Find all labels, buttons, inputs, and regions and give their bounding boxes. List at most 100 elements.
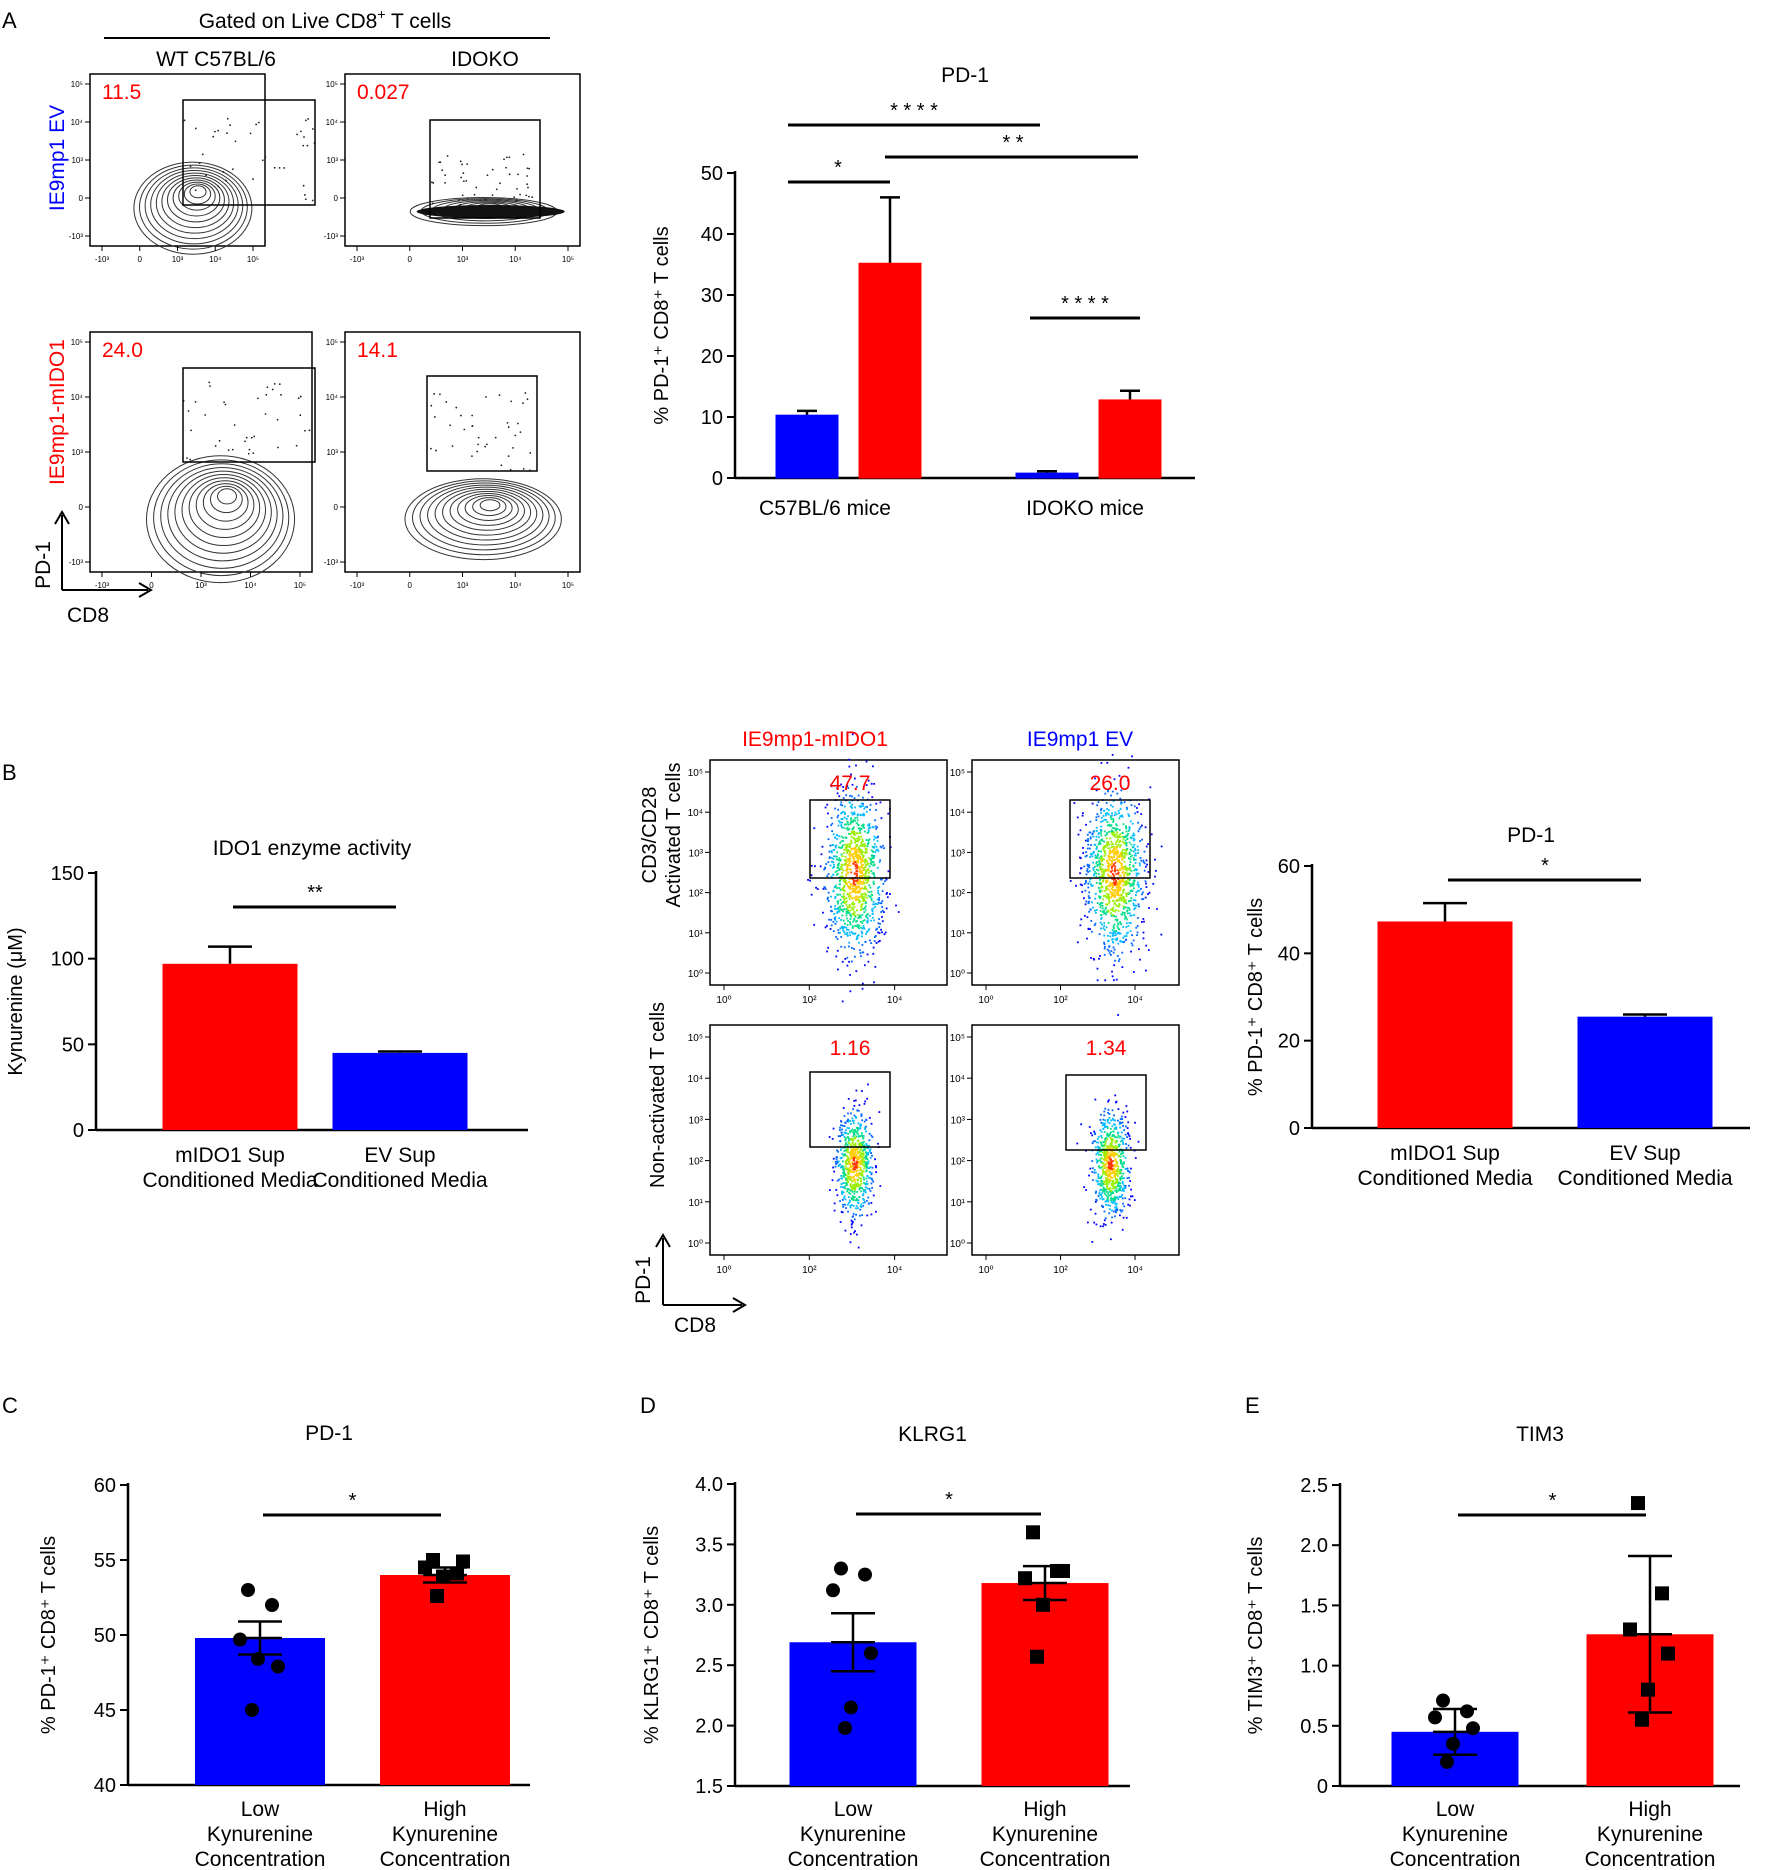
event-dot bbox=[1107, 865, 1110, 867]
event-dot bbox=[847, 911, 849, 914]
event-dot bbox=[1111, 1192, 1113, 1195]
event-dot bbox=[1105, 814, 1107, 817]
data-point-circle bbox=[233, 1632, 247, 1647]
y-tick-label: 20 bbox=[1278, 1031, 1300, 1053]
event-dot bbox=[856, 1161, 859, 1164]
event-dot bbox=[1114, 1203, 1117, 1206]
event-dot bbox=[1097, 1160, 1100, 1162]
event-dot bbox=[303, 136, 305, 138]
event-dot bbox=[845, 1178, 847, 1181]
tick-label-x: -10³ bbox=[350, 581, 365, 590]
data-point-square bbox=[1056, 1563, 1070, 1578]
event-dot bbox=[873, 855, 876, 857]
event-dot bbox=[842, 878, 845, 881]
event-dot bbox=[1100, 830, 1103, 833]
event-dot bbox=[834, 855, 837, 858]
tick-label-x: 10⁰ bbox=[978, 1265, 993, 1276]
event-dot bbox=[855, 1166, 858, 1169]
event-dot bbox=[1098, 1159, 1101, 1162]
event-dot bbox=[850, 1179, 853, 1182]
event-dot bbox=[1128, 1176, 1130, 1179]
event-dot bbox=[842, 810, 844, 813]
event-dot bbox=[1113, 827, 1116, 830]
event-dot bbox=[1100, 809, 1102, 812]
significance-label: * * * * bbox=[890, 100, 938, 122]
event-dot bbox=[1092, 852, 1095, 854]
event-dot bbox=[512, 446, 514, 449]
event-dot bbox=[1110, 1221, 1113, 1224]
event-dot bbox=[451, 445, 454, 448]
event-dot bbox=[1086, 864, 1089, 867]
event-dot bbox=[1124, 899, 1127, 902]
event-dot bbox=[1130, 899, 1132, 902]
category-label: Conditioned Media bbox=[1357, 1167, 1532, 1190]
event-dot bbox=[1108, 1122, 1111, 1125]
event-dot bbox=[871, 845, 874, 848]
event-dot bbox=[1099, 1113, 1102, 1116]
event-dot bbox=[853, 797, 856, 799]
event-dot bbox=[850, 1161, 853, 1164]
event-dot bbox=[857, 794, 860, 797]
event-dot bbox=[1116, 838, 1119, 841]
event-dot bbox=[846, 1147, 849, 1150]
event-dot bbox=[1134, 847, 1137, 850]
event-dot bbox=[853, 880, 855, 883]
significance-label: * bbox=[349, 1490, 357, 1512]
event-dot bbox=[858, 847, 861, 849]
event-dot bbox=[1123, 914, 1126, 916]
event-dot bbox=[1101, 867, 1104, 870]
event-dot bbox=[1109, 1204, 1111, 1207]
event-dot bbox=[843, 890, 846, 892]
event-dot bbox=[847, 1112, 849, 1115]
event-dot bbox=[844, 922, 846, 925]
event-dot bbox=[1116, 925, 1119, 928]
event-dot bbox=[526, 175, 529, 177]
event-dot bbox=[264, 413, 267, 415]
event-dot bbox=[850, 884, 852, 886]
event-dot bbox=[849, 1206, 852, 1209]
event-dot bbox=[838, 846, 840, 849]
event-dot bbox=[1128, 900, 1131, 902]
event-dot bbox=[1099, 841, 1101, 844]
event-dot bbox=[852, 812, 855, 815]
event-dot bbox=[1142, 861, 1145, 864]
event-dot bbox=[849, 833, 852, 835]
event-dot bbox=[1083, 914, 1086, 917]
event-dot bbox=[1119, 886, 1121, 889]
event-dot bbox=[840, 1211, 843, 1213]
event-dot bbox=[868, 1188, 871, 1190]
event-dot bbox=[1145, 859, 1148, 862]
event-dot bbox=[868, 1150, 871, 1153]
event-dot bbox=[836, 816, 839, 819]
event-dot bbox=[189, 458, 192, 461]
event-dot bbox=[1105, 926, 1108, 929]
event-dot bbox=[1128, 907, 1131, 910]
event-dot bbox=[861, 1194, 864, 1197]
y-tick-label: 4.0 bbox=[695, 1474, 723, 1496]
event-dot bbox=[857, 1122, 860, 1125]
contour-line bbox=[155, 172, 235, 234]
event-dot bbox=[854, 849, 857, 852]
tick-label-x: 0 bbox=[408, 581, 413, 590]
event-dot bbox=[828, 918, 831, 921]
event-dot bbox=[829, 844, 832, 847]
event-dot bbox=[875, 802, 878, 805]
event-dot bbox=[847, 906, 850, 909]
contour-line bbox=[404, 478, 562, 561]
event-dot bbox=[1125, 935, 1128, 937]
event-dot bbox=[860, 805, 863, 808]
event-dot bbox=[1108, 1194, 1111, 1197]
event-dot bbox=[837, 819, 840, 822]
event-dot bbox=[461, 163, 463, 166]
event-dot bbox=[1127, 1203, 1130, 1206]
event-dot bbox=[867, 913, 869, 916]
event-dot bbox=[863, 1182, 866, 1184]
event-dot bbox=[1103, 924, 1106, 927]
event-dot bbox=[832, 844, 835, 846]
event-dot bbox=[1136, 811, 1139, 813]
tick-label-y: 10⁴ bbox=[326, 118, 339, 127]
event-dot bbox=[842, 789, 845, 792]
event-dot bbox=[860, 926, 862, 929]
y-axis-label: % PD-1⁺ CD8⁺ T cells bbox=[651, 226, 673, 424]
panel-b-flow-header: IE9mp1-mIDO1 IE9mp1 EV bbox=[742, 728, 1133, 751]
